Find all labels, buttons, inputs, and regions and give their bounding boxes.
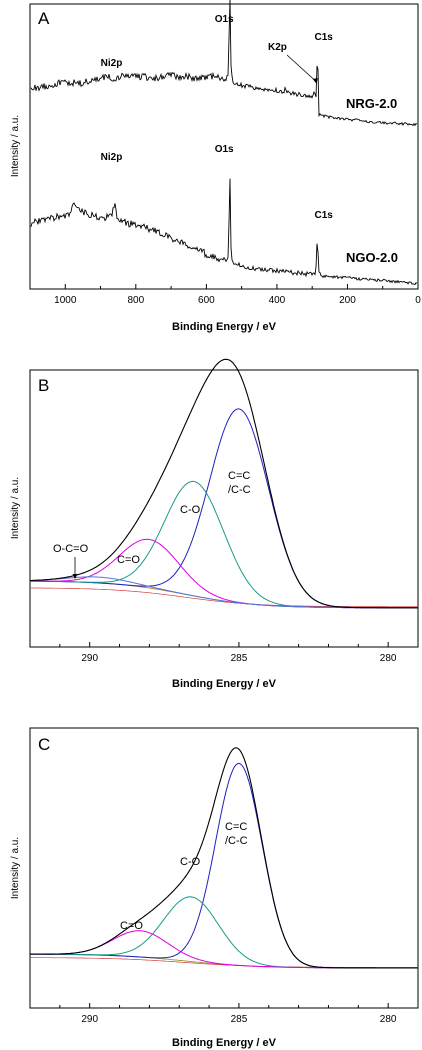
panel-a-arrow-line bbox=[286, 54, 317, 83]
panel-a-spectrum-nrg-2.0 bbox=[30, 0, 418, 127]
panel-b-letter: B bbox=[38, 376, 49, 395]
panel-c-envelope bbox=[30, 747, 418, 969]
panel-a-ylabel: Intensity / a.u. bbox=[10, 115, 21, 177]
panel-b-component-label: C-O bbox=[180, 504, 201, 516]
panel-b-arrow-head bbox=[72, 574, 78, 579]
panel-a-xtick-label: 400 bbox=[269, 295, 286, 306]
panel-a-sample-label: NRG-2.0 bbox=[346, 96, 397, 111]
panel-a-arrow-head bbox=[312, 78, 318, 84]
panel-a-xtick-label: 200 bbox=[339, 295, 356, 306]
panel-b-background bbox=[30, 580, 418, 609]
panel-c-component-label: C=C/C-C bbox=[225, 821, 248, 847]
panel-c-letter: C bbox=[38, 735, 50, 754]
panel-a-xlabel: Binding Energy / eV bbox=[172, 321, 277, 333]
panel-c-component-cccc bbox=[30, 762, 418, 969]
panel-b-component-label-line: C=C bbox=[228, 470, 250, 482]
panel-b-component-label: O-C=O bbox=[53, 543, 89, 555]
panel-c-xtick-label: 280 bbox=[380, 1014, 397, 1025]
panel-b-xtick-label: 285 bbox=[231, 653, 248, 664]
panel-a-spectrum-ngo-2.0 bbox=[30, 178, 418, 286]
panel-a-peak-label: Ni2p bbox=[101, 152, 123, 163]
panel-c-component-label: C=O bbox=[120, 920, 143, 932]
panel-c-xlabel: Binding Energy / eV bbox=[172, 1037, 277, 1049]
panel-a-xtick-label: 800 bbox=[127, 295, 144, 306]
panel-b-component-label: C=O bbox=[117, 554, 140, 566]
panel-b-background-lower bbox=[30, 587, 418, 608]
panel-b-xtick-label: 280 bbox=[380, 653, 397, 664]
panel-c-xtick-label: 290 bbox=[81, 1014, 98, 1025]
panel-c: C Intensity / a.u. Binding Energy / eV 2… bbox=[10, 727, 419, 1049]
panel-c-ylabel: Intensity / a.u. bbox=[10, 837, 21, 899]
panel-b-component-oco bbox=[30, 576, 418, 609]
panel-c-xtick-label: 285 bbox=[231, 1014, 248, 1025]
panel-b-component-label-line: /C-C bbox=[228, 484, 251, 496]
panel-a-letter: A bbox=[38, 9, 50, 28]
panel-c-component-co bbox=[30, 930, 418, 969]
panel-a-xtick-label: 600 bbox=[198, 295, 215, 306]
panel-b-xtick-label: 290 bbox=[81, 653, 98, 664]
panel-c-background-lower bbox=[30, 957, 418, 968]
panel-a-peak-label: O1s bbox=[215, 144, 234, 155]
panel-b-frame bbox=[29, 369, 419, 648]
panel-c-component-label-line: /C-C bbox=[225, 835, 248, 847]
panel-b-envelope bbox=[30, 358, 418, 609]
panel-b: B Intensity / a.u. Binding Energy / eV 2… bbox=[10, 358, 419, 690]
panel-a-peak-label: C1s bbox=[314, 32, 333, 43]
panel-a-frame bbox=[29, 3, 419, 290]
panel-b-ylabel: Intensity / a.u. bbox=[10, 477, 21, 539]
panel-b-xlabel: Binding Energy / eV bbox=[172, 678, 277, 690]
panel-a: A Intensity / a.u. Binding Energy / eV 1… bbox=[10, 0, 421, 333]
panel-a-sample-label: NGO-2.0 bbox=[346, 250, 398, 265]
panel-a-peak-label: K2p bbox=[268, 42, 287, 53]
panel-c-component-co bbox=[30, 896, 418, 969]
panel-a-xtick-label: 1000 bbox=[54, 295, 77, 306]
panel-c-background bbox=[30, 953, 418, 969]
panel-c-component-label: C-O bbox=[180, 856, 201, 868]
panel-b-component-co bbox=[30, 538, 418, 609]
panel-c-frame bbox=[29, 727, 419, 1009]
panel-a-peak-label: C1s bbox=[314, 210, 333, 221]
panel-c-component-label-line: C=C bbox=[225, 821, 247, 833]
panel-a-xtick-label: 0 bbox=[415, 295, 421, 306]
panel-a-peak-label: Ni2p bbox=[101, 58, 123, 69]
panel-a-peak-label: O1s bbox=[215, 14, 234, 25]
panel-b-component-cccc bbox=[30, 408, 418, 609]
panel-b-component-label: C=C/C-C bbox=[228, 470, 251, 496]
